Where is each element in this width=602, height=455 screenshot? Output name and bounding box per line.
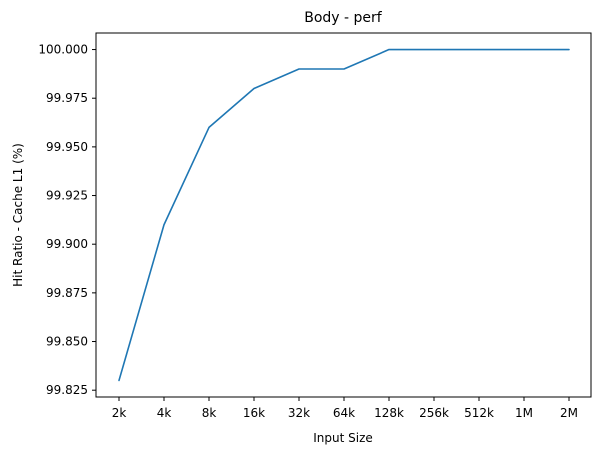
x-axis: 2k 4k 8k 16k 32k 64k 128k 256k 512k 1M 2M xyxy=(112,397,578,420)
y-tick-label: 99.850 xyxy=(46,335,88,349)
x-axis-label: Input Size xyxy=(313,431,373,445)
x-tick-label: 4k xyxy=(157,406,172,420)
series-line xyxy=(118,48,570,382)
x-tick-label: 64k xyxy=(333,406,355,420)
plot-frame xyxy=(95,32,592,398)
x-tick-label: 16k xyxy=(243,406,265,420)
x-tick-label: 2M xyxy=(560,406,578,420)
y-tick-label: 99.925 xyxy=(46,189,88,203)
x-tick-label: 8k xyxy=(202,406,217,420)
y-tick-label: 99.875 xyxy=(46,286,88,300)
y-axis: 99.825 99.850 99.875 99.900 99.925 99.950 99.9… xyxy=(38,43,96,397)
x-tick-label: 1M xyxy=(515,406,533,420)
plot-series xyxy=(118,48,570,382)
x-tick-label: 2k xyxy=(112,406,127,420)
x-tick-label: 256k xyxy=(419,406,449,420)
y-axis-label: Hit Ratio - Cache L1 (%) xyxy=(11,143,25,287)
y-tick-label: 99.900 xyxy=(46,237,88,251)
y-tick-label: 99.825 xyxy=(46,383,88,397)
chart-title: Body - perf xyxy=(304,10,383,26)
y-tick-label: 99.975 xyxy=(46,91,88,105)
y-tick-label: 100.000 xyxy=(38,43,88,57)
y-tick-label: 99.950 xyxy=(46,140,88,154)
x-tick-label: 32k xyxy=(288,406,310,420)
x-tick-label: 512k xyxy=(464,406,494,420)
x-tick-label: 128k xyxy=(374,406,404,420)
